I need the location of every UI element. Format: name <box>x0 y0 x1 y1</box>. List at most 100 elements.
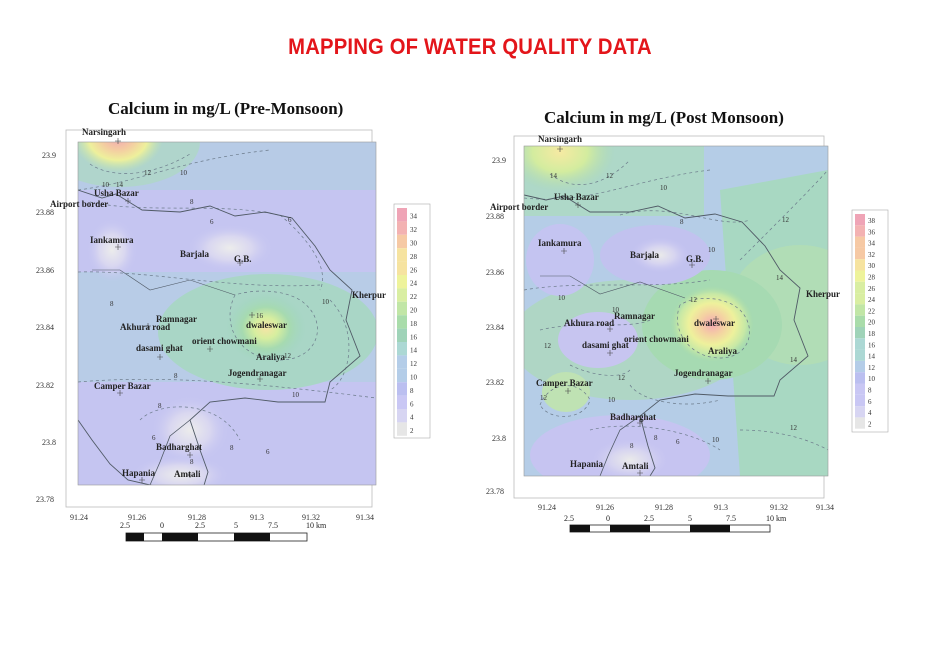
place-label: Badharghat <box>610 412 656 422</box>
legend-swatch <box>397 248 407 262</box>
legend-label: 38 <box>868 217 876 225</box>
legend-label: 28 <box>868 274 876 282</box>
legend-label: 12 <box>410 360 418 368</box>
map-pre: 23.9 23.88 23.86 23.84 23.82 23.8 23.78 … <box>36 127 386 542</box>
scale-label: 5 <box>234 521 238 530</box>
x-tick: 91.34 <box>816 503 834 512</box>
place-label: dasami ghat <box>582 340 629 350</box>
legend-swatch <box>855 383 865 395</box>
scale-label: 2.5 <box>644 514 654 523</box>
place-label: Narsingarh <box>82 127 126 137</box>
place-label: Ramnagar <box>156 314 197 324</box>
scale-label: 0 <box>606 514 610 523</box>
legend-swatch <box>397 395 407 409</box>
y-tick: 23.88 <box>486 212 504 221</box>
legend-swatch <box>855 259 865 271</box>
legend-label: 18 <box>410 320 418 328</box>
legend-label: 10 <box>410 374 418 382</box>
legend-label: 32 <box>868 251 876 259</box>
legend-label: 24 <box>410 280 418 288</box>
contour-label: 8 <box>190 198 194 206</box>
place-labels-pre: Narsingarh Usha Bazar Airport border Ian… <box>50 127 386 479</box>
contour-label: 10 <box>102 181 110 189</box>
scale-label: 7.5 <box>726 514 736 523</box>
contour-label: 8 <box>190 458 194 466</box>
y-tick: 23.86 <box>36 266 54 275</box>
legend-swatch <box>397 261 407 275</box>
y-axis-ticks-pre: 23.9 23.88 23.86 23.84 23.82 23.8 23.78 <box>36 151 56 504</box>
place-label: Ramnagar <box>614 311 655 321</box>
legend-swatch <box>397 328 407 342</box>
y-tick: 23.86 <box>486 268 504 277</box>
legend-swatch <box>397 221 407 235</box>
place-label: Barjala <box>630 250 659 260</box>
x-tick: 91.24 <box>70 513 88 522</box>
y-tick: 23.9 <box>42 151 56 160</box>
place-label: Barjala <box>180 249 209 259</box>
legend-label: 26 <box>410 266 418 274</box>
legend-swatch <box>855 225 865 237</box>
legend-label: 8 <box>868 387 872 395</box>
contour-label: 12 <box>790 424 798 432</box>
y-tick: 23.78 <box>486 487 504 496</box>
scale-bar-post: 2.5 0 2.5 5 7.5 10 km <box>564 514 787 533</box>
scale-label: 0 <box>160 521 164 530</box>
scale-label: 10 km <box>766 514 787 523</box>
x-tick: 91.3 <box>714 503 728 512</box>
place-label: Badharghat <box>156 442 202 452</box>
legend-swatch <box>855 338 865 350</box>
legend-swatch <box>397 301 407 316</box>
legend-label: 24 <box>868 296 876 304</box>
contour-label: 10 <box>708 246 716 254</box>
legend-swatch <box>855 270 865 282</box>
legend-label: 30 <box>410 240 418 248</box>
legend-swatch <box>397 422 407 436</box>
legend-swatch <box>397 355 407 369</box>
contour-label: 6 <box>266 448 270 456</box>
contour-label: 12 <box>782 216 790 224</box>
contour-label: 12 <box>606 172 614 180</box>
page-title: MAPPING OF WATER QUALITY DATA <box>288 34 652 59</box>
place-label: Akhura road <box>120 322 170 332</box>
contour-label: 8 <box>654 434 658 442</box>
contour-label: 14 <box>790 356 798 364</box>
contour-label: 10 <box>608 396 616 404</box>
legend-label: 2 <box>868 420 872 428</box>
legend-swatch <box>397 382 407 396</box>
contour-label: 12 <box>284 352 292 360</box>
legend-label: 34 <box>868 240 876 248</box>
legend-swatch <box>855 349 865 361</box>
place-label: Usha Bazar <box>94 188 139 198</box>
place-label: Camper Bazar <box>536 378 593 388</box>
legend-label: 6 <box>410 400 414 408</box>
y-tick: 23.8 <box>42 438 56 447</box>
legend-label: 20 <box>410 307 418 315</box>
scale-label: 10 km <box>306 521 327 530</box>
place-label: orient chowmani <box>192 336 257 346</box>
place-label: Akhura road <box>564 318 614 328</box>
legend-swatch <box>855 327 865 339</box>
legend-swatch <box>855 417 865 429</box>
legend-swatch <box>855 214 865 226</box>
legend-label: 28 <box>410 253 418 261</box>
contour-label: 12 <box>144 169 152 177</box>
legend-swatch <box>855 293 865 305</box>
contour-label: 8 <box>158 402 162 410</box>
legend-swatch <box>397 368 407 383</box>
legend-label: 34 <box>410 213 418 221</box>
place-label: Kherpur <box>806 289 840 299</box>
legend-label: 22 <box>868 307 876 315</box>
place-label: Amtali <box>174 469 201 479</box>
place-label: Airport border <box>490 202 548 212</box>
place-label: Airport border <box>50 199 108 209</box>
x-axis-ticks-pre: 91.24 91.26 91.28 91.3 91.32 91.34 <box>70 513 374 522</box>
scale-label: 2.5 <box>564 514 574 523</box>
contour-label: 12 <box>690 296 698 304</box>
place-labels-post: Narsingarh Usha Bazar Airport border Ian… <box>490 134 840 471</box>
x-tick: 91.32 <box>770 503 788 512</box>
legend-label: 16 <box>410 333 418 341</box>
station-markers-post <box>557 146 719 476</box>
y-tick: 23.82 <box>36 381 54 390</box>
contour-label: 6 <box>152 434 156 442</box>
contour-label: 8 <box>680 218 684 226</box>
